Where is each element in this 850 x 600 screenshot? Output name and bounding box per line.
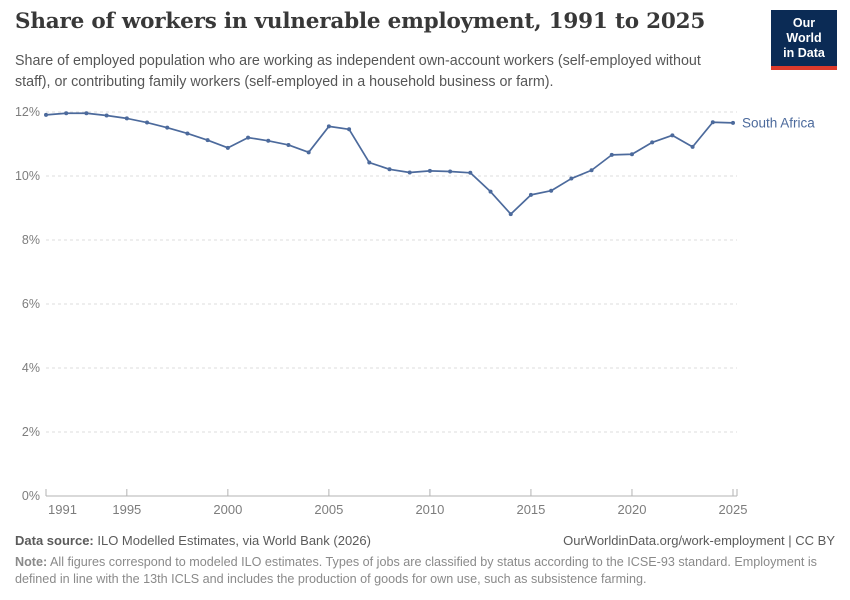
x-tick-label: 2005 [314, 502, 343, 517]
owid-logo-line1: Our World [786, 16, 822, 45]
data-point[interactable] [165, 125, 170, 130]
data-point[interactable] [650, 140, 655, 145]
owid-logo-line2: in Data [783, 46, 825, 60]
y-tick-label: 8% [22, 233, 40, 247]
data-point[interactable] [185, 131, 190, 136]
data-point[interactable] [528, 192, 533, 197]
x-tick-label: 1995 [112, 502, 141, 517]
x-tick-label: 2015 [516, 502, 545, 517]
data-point[interactable] [407, 170, 412, 175]
data-point[interactable] [84, 111, 89, 116]
data-point[interactable] [205, 138, 210, 143]
chart-note: Note: All figures correspond to modeled … [15, 554, 837, 589]
data-source: Data source: ILO Modelled Estimates, via… [15, 533, 371, 548]
y-tick-label: 12% [15, 105, 40, 119]
data-point[interactable] [44, 112, 48, 117]
entity-label[interactable]: South Africa [742, 115, 815, 130]
data-line-south-africa[interactable] [45, 112, 734, 215]
data-point[interactable] [508, 212, 513, 217]
data-point[interactable] [589, 168, 594, 173]
data-point[interactable] [710, 120, 715, 125]
data-point[interactable] [690, 144, 695, 149]
y-tick-label: 10% [15, 169, 40, 183]
data-point[interactable] [629, 152, 634, 157]
note-label: Note: [15, 555, 48, 569]
data-point[interactable] [246, 135, 251, 140]
x-tick-label: 2010 [415, 502, 444, 517]
data-point[interactable] [104, 113, 109, 118]
x-tick-label: 1991 [48, 502, 77, 517]
y-tick-label: 6% [22, 297, 40, 311]
chart-subtitle: Share of employed population who are wor… [15, 53, 701, 90]
data-point[interactable] [731, 120, 735, 125]
data-point[interactable] [387, 167, 392, 172]
x-tick-label: 2025 [719, 502, 748, 517]
data-point[interactable] [468, 170, 473, 175]
data-point[interactable] [266, 138, 271, 143]
y-tick-label: 4% [22, 361, 40, 375]
x-tick-label: 2020 [618, 502, 647, 517]
note-value: All figures correspond to modeled ILO es… [15, 555, 817, 587]
data-point[interactable] [145, 120, 150, 125]
data-source-label: Data source: [15, 533, 94, 548]
data-point[interactable] [549, 188, 554, 193]
data-point[interactable] [326, 124, 331, 129]
data-point[interactable] [225, 145, 230, 150]
data-point[interactable] [286, 142, 291, 147]
data-point[interactable] [306, 150, 311, 155]
data-point[interactable] [64, 111, 69, 116]
y-tick-label: 0% [22, 489, 40, 503]
page-title: Share of workers in vulnerable employmen… [15, 9, 706, 34]
data-point[interactable] [124, 116, 129, 121]
owid-logo[interactable]: Our World in Data [771, 10, 837, 70]
data-point[interactable] [347, 127, 352, 132]
source-row: Data source: ILO Modelled Estimates, via… [15, 533, 835, 548]
x-tick-label: 2000 [213, 502, 242, 517]
citation-link[interactable]: OurWorldinData.org/work-employment | CC … [563, 533, 835, 548]
y-tick-label: 2% [22, 425, 40, 439]
line-chart[interactable]: 0% 2% 4% 6% 8% 10% 12% 1991 1995 2000 2005 2010 2015… [0, 98, 850, 528]
data-point[interactable] [448, 169, 453, 174]
data-point[interactable] [488, 189, 493, 194]
data-point[interactable] [367, 160, 372, 165]
data-point[interactable] [609, 152, 614, 157]
data-point[interactable] [569, 176, 574, 181]
data-source-value: ILO Modelled Estimates, via World Bank (… [93, 533, 371, 548]
data-point[interactable] [670, 133, 675, 138]
data-point[interactable] [427, 168, 432, 173]
